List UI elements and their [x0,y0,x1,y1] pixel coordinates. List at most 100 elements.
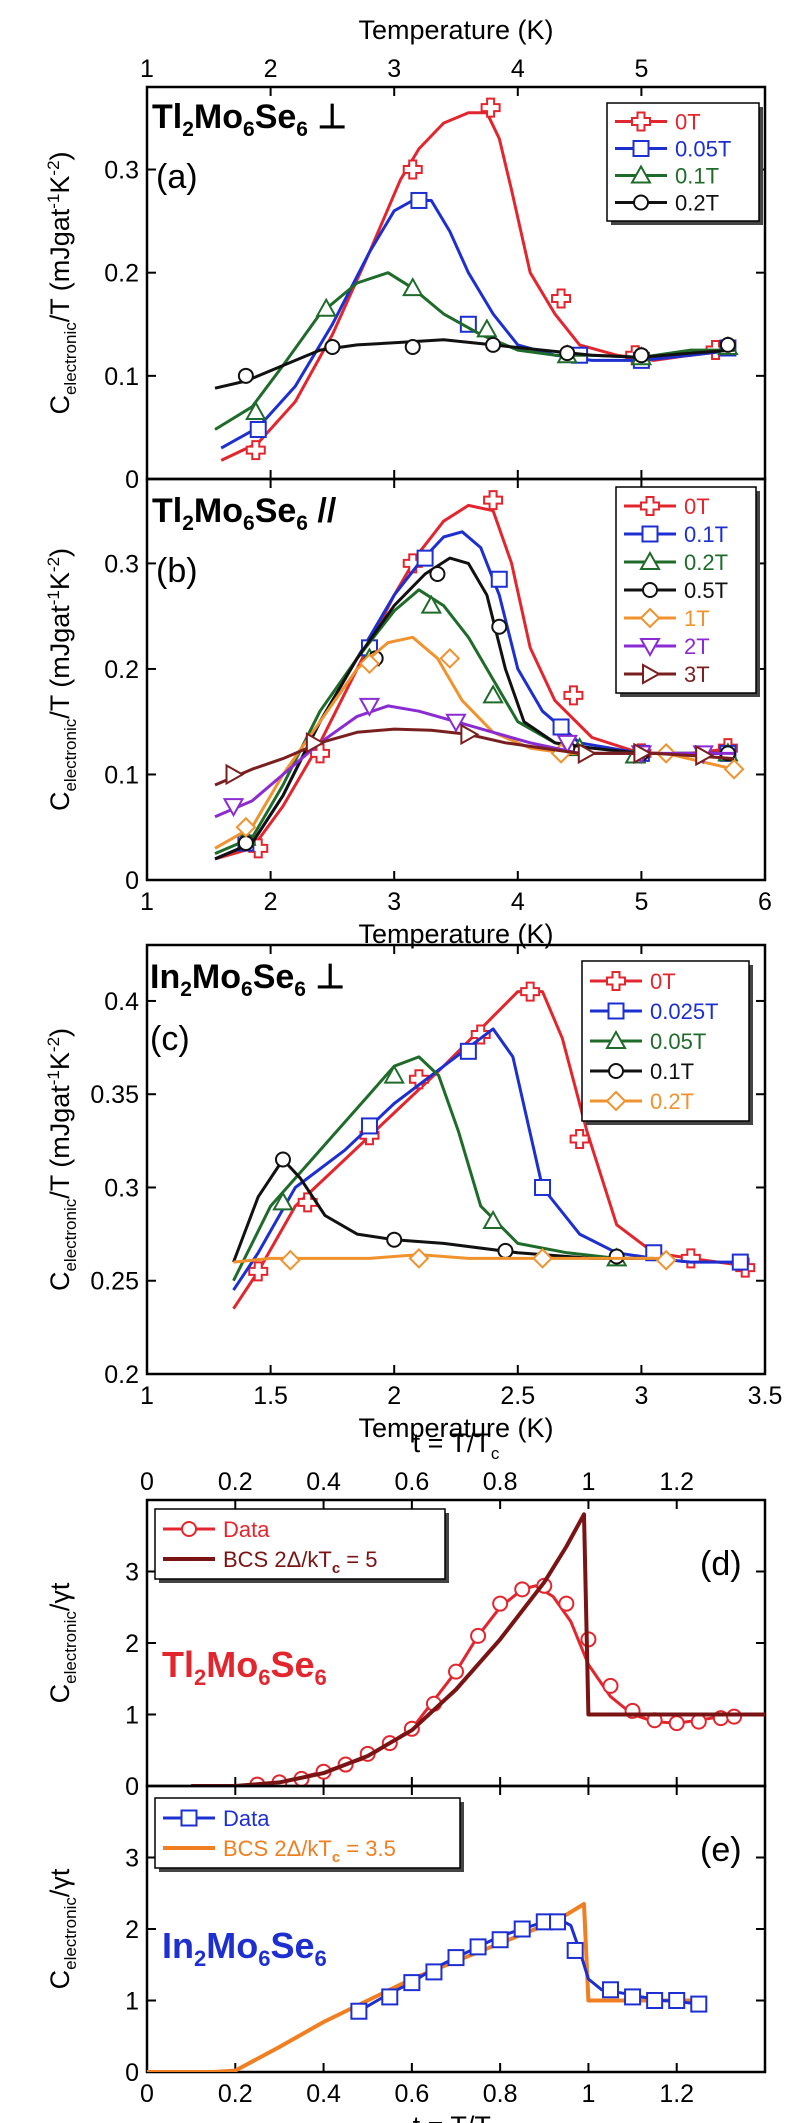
y-tick-label: 0.2 [104,656,139,684]
data-marker [416,549,434,567]
data-marker [359,653,380,675]
series-line-0.05t [232,1055,654,1282]
legend-marker [607,1002,625,1020]
data-marker [249,420,267,438]
data-marker [386,1231,403,1248]
data-marker [305,732,325,754]
data-marker [350,2002,368,2020]
data-marker [237,367,254,384]
x-axis-label: t = T/Tc [413,2111,500,2123]
x-tick-label-top: 0 [140,1468,154,1496]
legend-marker [630,164,652,184]
series-line-0t [214,503,735,861]
y-tick-label: 2 [125,1916,139,1944]
x-tick-label-top: 3 [387,55,401,83]
series-line-bcs2kt [191,1512,765,1786]
data-marker [723,758,745,780]
data-marker [624,1988,642,2006]
data-marker [429,565,446,582]
x-tick-label: 2.5 [500,1382,535,1410]
data-marker [408,1069,429,1090]
data-marker [645,1244,663,1262]
compound-formula: Tl2Mo6Se6 [162,1644,327,1690]
data-marker [235,816,257,838]
legend-label: Data [223,1517,270,1542]
y-tick-label: 3 [125,1845,139,1873]
x-tick-label: 3.5 [748,1382,783,1410]
legend: 0T 0.025T 0.05T 0.1T 0.2T [581,960,753,1125]
data-marker [569,1128,590,1149]
axis-ticks: 0 0.2 0.4 0.6 0.8 1 1.2 0 1 2 3 [125,1786,765,2108]
data-marker [492,1595,509,1612]
data-marker [225,763,245,786]
data-marker [695,744,715,767]
y-tick-label: 0.4 [104,988,139,1016]
x-tick-label-top: 2 [264,55,278,83]
legend-marker [632,140,650,157]
x-tick-label: 2 [264,888,278,916]
data-marker [577,742,597,765]
data-marker [608,1248,625,1265]
data-marker [245,400,267,420]
legend-marker [606,971,626,991]
data-marker [534,1178,552,1196]
data-marker [381,1988,399,2006]
legend-marker [608,1063,624,1079]
legend-marker [639,638,661,658]
y-tick-label: 0 [125,2059,139,2087]
legend-box [154,1797,461,1869]
data-marker [420,594,442,614]
legend-label: 0.025T [650,999,719,1024]
x-axis-label: Temperature (K) [358,1413,553,1443]
data-marker [719,336,736,353]
data-marker [459,1042,477,1060]
data-marker [324,338,341,355]
data-marker [408,1247,430,1269]
legend-marker [641,525,659,543]
data-marker [425,1963,443,1981]
legend-marker [639,550,661,570]
series-line-0.1t [232,1158,642,1263]
data-marker [731,1253,749,1271]
panel-label: (c) [150,1020,190,1058]
data-marker [469,1938,487,1956]
y-axis-label: Celectronic/T (mJgat-1K-2) [44,151,80,414]
legend-marker [605,1029,627,1049]
data-marker [402,159,423,180]
data-marker [556,734,578,754]
data-marker [566,1941,584,1959]
panel-label: (e) [700,1831,742,1869]
data-marker [470,1024,491,1045]
legend: 0T 0.1T 0.2T 0.5T 1T 2T 3T [615,486,760,697]
y-tick-label: 1 [125,1988,139,2016]
axis-ticks: 1 1.5 2 2.5 3 3.5 0.2 0.25 0.3 0.35 0.4 [90,945,782,1410]
x-axis-label-top: Temperature (K) [358,15,553,45]
axis-ticks: 1 2 3 4 5 6 0 0.1 0.2 0.3 [104,479,772,916]
compound-formula: In2Mo6Se6 [162,1925,327,1971]
series-line-0t [232,990,746,1310]
data-marker [482,684,504,704]
x-tick-label-top: 1 [140,55,154,83]
x-tick-label-top: 1 [581,1468,595,1496]
data-marker [513,1920,531,1938]
x-tick-label: 1.5 [253,1382,288,1410]
y-tick-label: 0.3 [104,550,139,578]
series-layer [147,1902,708,2072]
data-marker [726,1708,743,1725]
x-tick-label: 1.2 [659,2080,694,2108]
data-marker [668,1992,686,2009]
legend-marker [639,607,661,629]
y-tick-label: 0.25 [90,1268,139,1296]
axis-ticks: 0 0.2 0.4 0.6 0.8 1 1.2 0 1 2 3 [125,1468,765,1801]
data-marker [680,1248,701,1269]
legend-label: 2T [684,634,710,659]
compound-formula: Tl2Mo6Se6 // [152,492,337,535]
data-marker [274,1151,291,1168]
x-tick-label: 1 [140,1382,154,1410]
legend-label: 0.1T [650,1059,694,1084]
x-tick-label: 4 [511,888,525,916]
plot-frame [145,477,767,882]
y-tick-label: 0 [125,1773,139,1801]
y-axis-label: Celectronic/T (mJgat-1K-2) [44,1028,80,1291]
